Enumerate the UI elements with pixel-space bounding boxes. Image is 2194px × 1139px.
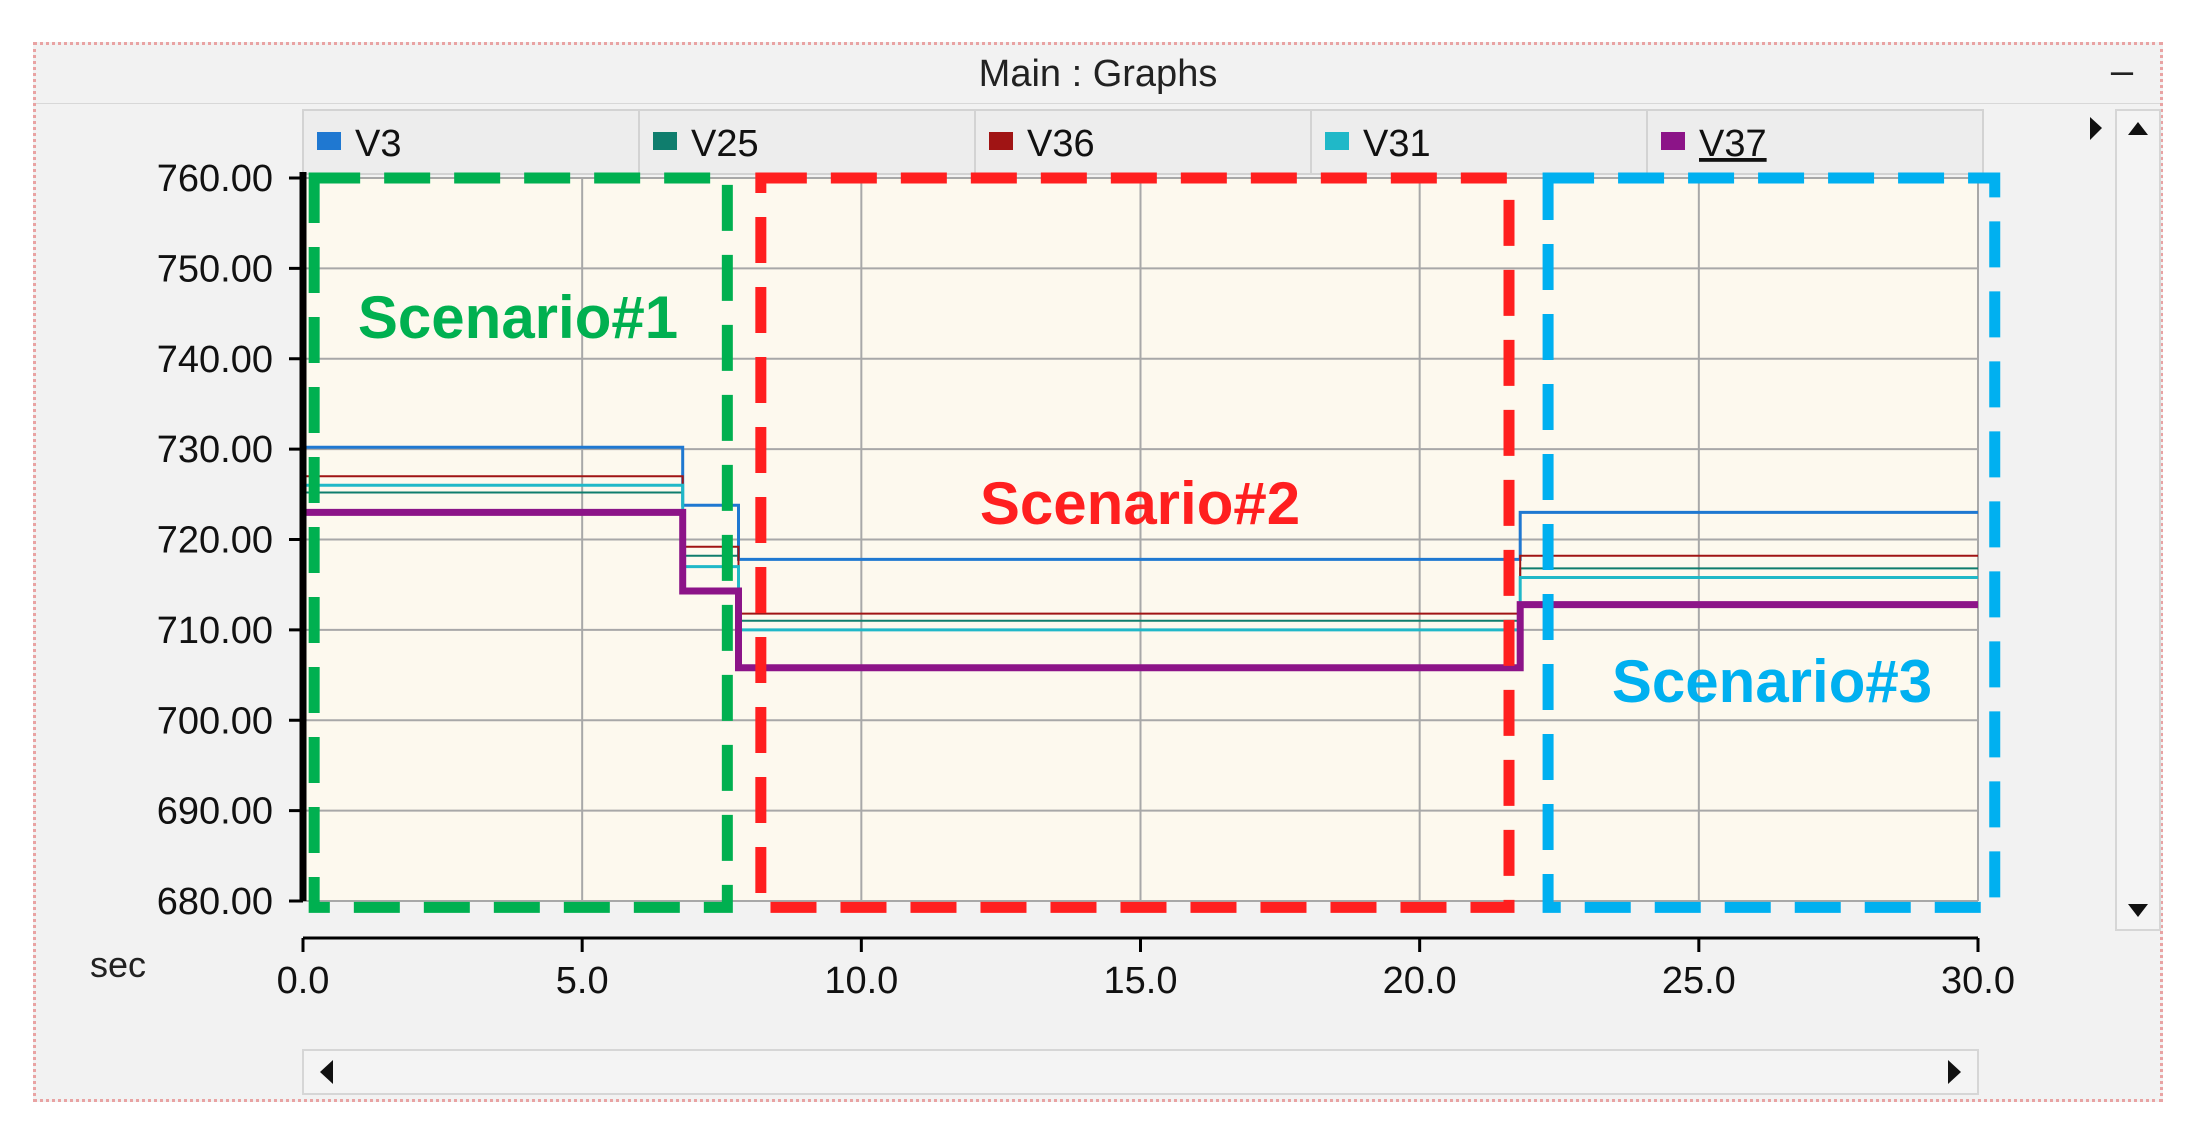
y-tick-label: 740.00 <box>157 339 273 381</box>
series-line-v37 <box>303 508 1978 672</box>
annotations: Scenario#1 Scenario#2 Scenario#3 <box>308 172 2001 913</box>
y-tick-label: 730.00 <box>157 429 273 471</box>
legend-label: V36 <box>1027 123 1095 165</box>
x-tick-label: 20.0 <box>1383 960 1457 1002</box>
scroll-down-icon[interactable] <box>2128 904 2148 917</box>
y-tick-label: 720.00 <box>157 520 273 562</box>
legend-label: V25 <box>691 123 759 165</box>
x-tick-label: 15.0 <box>1104 960 1178 1002</box>
legend-swatch-v25 <box>653 132 677 150</box>
series-group <box>303 445 1978 672</box>
vertical-scrollbar[interactable] <box>2115 109 2161 931</box>
x-tick-label: 0.0 <box>277 960 330 1002</box>
y-axis: 760.00 750.00 740.00 730.00 720.00 710.00 700.… <box>157 158 307 923</box>
legend-swatch-v36 <box>989 132 1013 150</box>
legend-tab-v3[interactable] <box>302 109 640 175</box>
legend-label: V3 <box>355 123 401 165</box>
window-title: Main : Graphs <box>978 53 1218 95</box>
y-tick-label: 680.00 <box>157 881 273 923</box>
x-tick-label: 10.0 <box>824 960 898 1002</box>
series-line-v3 <box>303 445 1978 561</box>
x-tick-label: 30.0 <box>1941 960 2015 1002</box>
legend-label: V31 <box>1363 123 1431 165</box>
x-axis-label: sec <box>90 944 146 985</box>
legend-swatch-v3 <box>317 132 341 150</box>
y-tick-label: 710.00 <box>157 610 273 652</box>
legend: V3 V25 V36 V31 V37 <box>302 109 1984 175</box>
scenario-label: Scenario#3 <box>1612 648 1932 715</box>
legend-tab-v37[interactable] <box>1646 109 1984 175</box>
legend-tab-v31[interactable] <box>1310 109 1648 175</box>
tab-overflow-icon[interactable] <box>2090 117 2102 140</box>
legend-tab-v25[interactable] <box>638 109 976 175</box>
legend-swatch-v37 <box>1661 132 1685 150</box>
scenario-box-2 <box>755 172 1515 913</box>
horizontal-scrollbar[interactable] <box>302 1049 1979 1095</box>
scroll-right-icon[interactable] <box>1948 1060 1961 1084</box>
legend-tab-v36[interactable] <box>974 109 1312 175</box>
scenario-box-3 <box>1542 172 2001 913</box>
minimize-button[interactable]: – <box>2110 49 2134 93</box>
legend-swatch-v31 <box>1325 132 1349 150</box>
scroll-left-icon[interactable] <box>320 1060 333 1084</box>
y-tick-label: 760.00 <box>157 158 273 200</box>
scenario-label: Scenario#1 <box>358 284 678 351</box>
y-tick-label: 690.00 <box>157 791 273 833</box>
scenario-label: Scenario#2 <box>980 470 1300 537</box>
x-tick-label: 25.0 <box>1662 960 1736 1002</box>
y-tick-label: 700.00 <box>157 700 273 742</box>
title-bar: Main : Graphs – <box>36 45 2160 104</box>
scenario-box-1 <box>308 172 733 913</box>
y-tick-label: 750.00 <box>157 248 273 290</box>
x-tick-label: 5.0 <box>556 960 609 1002</box>
legend-label: V37 <box>1699 123 1767 165</box>
x-axis: 0.0 5.0 10.0 15.0 20.0 25.0 30.0 <box>277 936 2015 1002</box>
scroll-up-icon[interactable] <box>2128 122 2148 135</box>
